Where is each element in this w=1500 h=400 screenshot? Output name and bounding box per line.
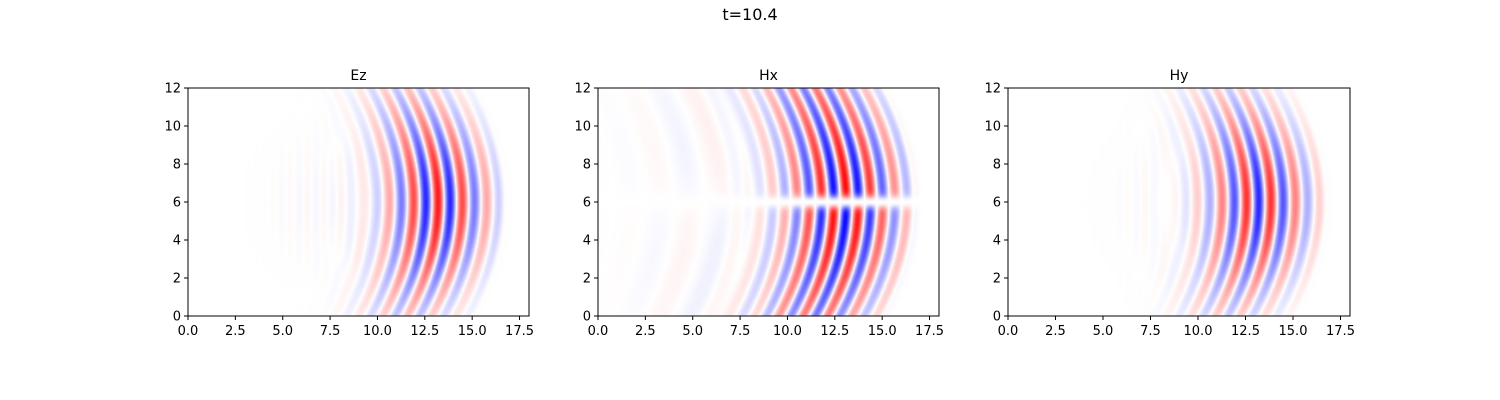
y-tick-label: 12 (164, 82, 181, 97)
y-tick-label: 2 (583, 272, 591, 287)
x-tick-label: 2.5 (1045, 324, 1066, 339)
y-tick-label: 10 (164, 120, 181, 135)
y-tick-label: 6 (583, 196, 591, 211)
x-tick-label: 0.0 (588, 324, 609, 339)
panels: Ez0.0 2.5 5.0 7.5 10.0 12.5 15.0 17.5024681012H… (164, 68, 1355, 339)
x-tick-label: 10.0 (773, 324, 802, 339)
x-tick-label: 5.0 (682, 324, 703, 339)
heatmap-hx (598, 88, 939, 316)
panel-ez: Ez 0.0 2.5 5.0 7.5 10.0 12.5 15.0 17.5 0 2 4 6 8 10 12 (164, 68, 534, 339)
y-tick-label: 2 (173, 272, 181, 287)
x-tick-label: 5.0 (1093, 324, 1114, 339)
panel-hx: Hx 0.0 2.5 5.0 7.5 10.0 12.5 15.0 17.5 0 2 4 6 8 10 12 (574, 68, 944, 339)
x-tick-label: 2.5 (635, 324, 656, 339)
y-tick-label: 12 (574, 82, 591, 97)
x-tick-label: 10.0 (363, 324, 392, 339)
y-tick-label: 0 (173, 310, 181, 325)
y-tick-label: 6 (173, 196, 181, 211)
x-tick-label: 0.0 (998, 324, 1019, 339)
y-tick-label: 10 (574, 120, 591, 135)
y-tick-label: 2 (993, 272, 1001, 287)
x-tick-label: 7.5 (730, 324, 751, 339)
y-tick-label: 0 (993, 310, 1001, 325)
x-tick-label: 15.0 (458, 324, 487, 339)
y-tick-label: 4 (993, 234, 1001, 249)
panel-title-ez: Ez (350, 68, 366, 84)
y-tick-label: 4 (583, 234, 591, 249)
y-tick-label: 12 (984, 82, 1001, 97)
y-tick-label: 8 (583, 158, 591, 173)
heatmap-ez (188, 88, 529, 316)
y-tick-label: 0 (583, 310, 591, 325)
x-tick-label: 7.5 (1140, 324, 1161, 339)
y-tick-label: 8 (173, 158, 181, 173)
y-tick-label: 8 (993, 158, 1001, 173)
x-tick-label: 12.5 (1231, 324, 1260, 339)
panel-hy: Hy 0.0 2.5 5.0 7.5 10.0 12.5 15.0 17.5 0 2 4 6 8 10 12 (984, 68, 1355, 339)
x-tick-label: 12.5 (410, 324, 439, 339)
x-tick-label: 17.5 (915, 324, 944, 339)
x-tick-label: 15.0 (1279, 324, 1308, 339)
y-tick-label: 10 (984, 120, 1001, 135)
x-tick-label: 0.0 (178, 324, 199, 339)
x-tick-label: 17.5 (1326, 324, 1355, 339)
figure-suptitle: t=10.4 (722, 5, 777, 24)
y-tick-label: 4 (173, 234, 181, 249)
x-tick-label: 15.0 (868, 324, 897, 339)
x-tick-label: 12.5 (820, 324, 849, 339)
panel-title-hx: Hx (759, 68, 778, 84)
x-tick-label: 7.5 (320, 324, 341, 339)
x-tick-label: 2.5 (225, 324, 246, 339)
x-tick-label: 10.0 (1184, 324, 1213, 339)
y-tick-label: 6 (993, 196, 1001, 211)
x-tick-label: 17.5 (505, 324, 534, 339)
heatmap-hy (1008, 88, 1350, 316)
x-tick-label: 5.0 (272, 324, 293, 339)
panel-title-hy: Hy (1170, 68, 1189, 84)
